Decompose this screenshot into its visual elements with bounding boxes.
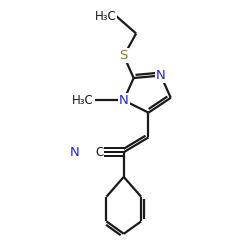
Text: H₃C: H₃C — [94, 10, 116, 23]
Text: N: N — [156, 69, 166, 82]
Text: H₃C: H₃C — [72, 94, 94, 107]
Text: N: N — [70, 146, 79, 159]
Text: C: C — [95, 146, 103, 159]
Text: N: N — [119, 94, 129, 107]
Text: S: S — [120, 49, 128, 62]
